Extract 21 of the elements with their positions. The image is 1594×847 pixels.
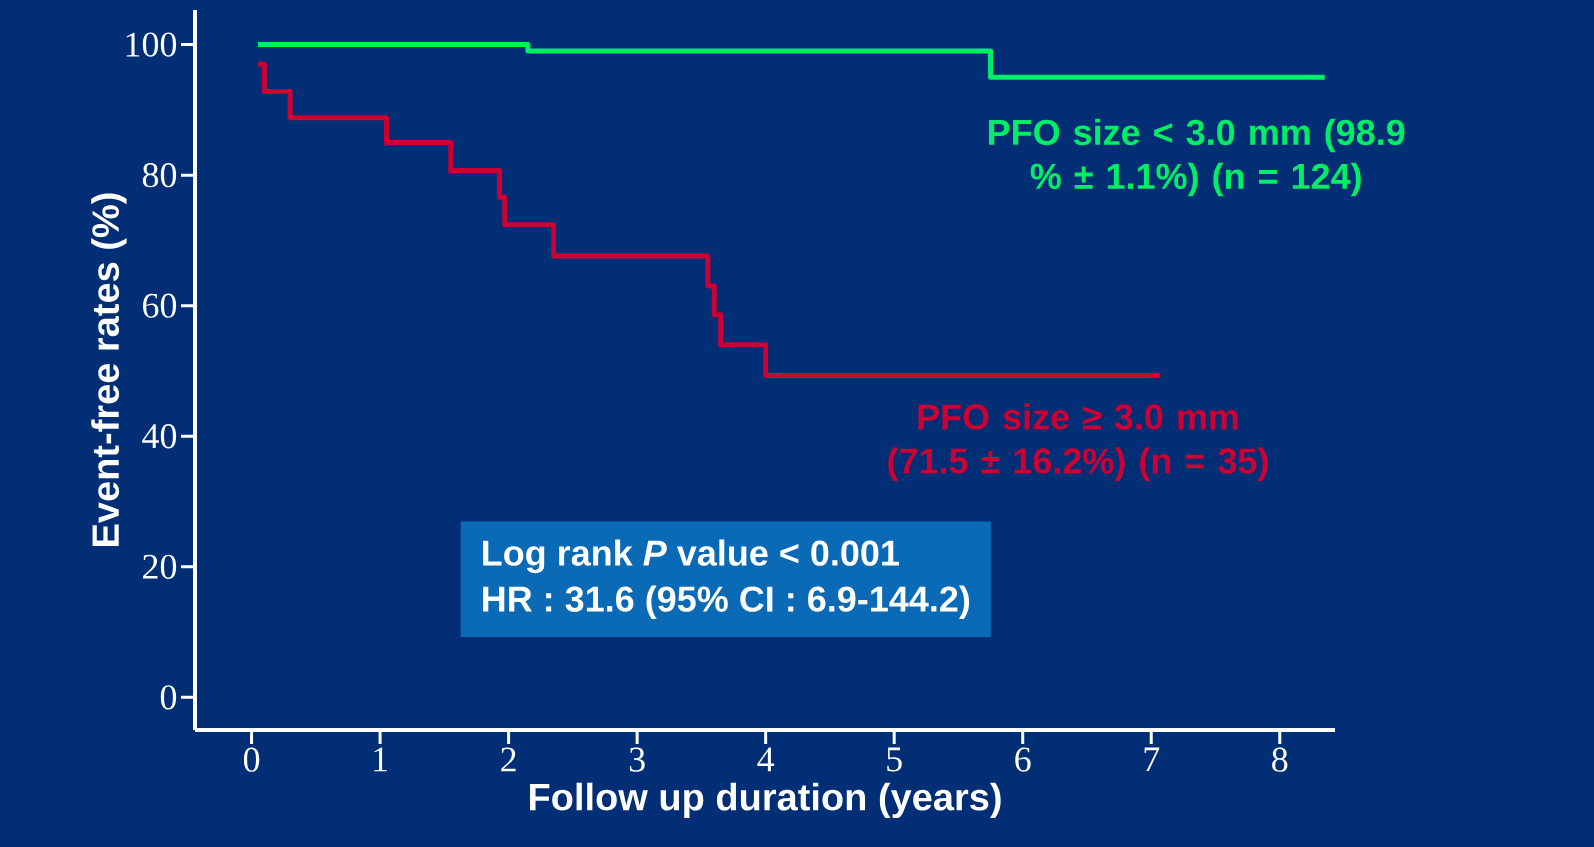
y-tick-label: 0	[160, 685, 177, 710]
annotation: HR : 31.6 (95% CI : 6.9-144.2)	[483, 585, 970, 619]
series-label: PFO size ≥ 3.0 mm (71.5 ± 16.2%) (n = 35)	[888, 403, 1268, 481]
x-tick-label: 2	[501, 747, 516, 772]
x-tick-label: 6	[1015, 747, 1031, 772]
y-axis-title: Event-free rates (%)	[91, 193, 127, 546]
x-axis-title: Follow up duration (years)	[530, 782, 1001, 819]
x-tick-label: 1	[374, 747, 387, 772]
x-tick-label: 8	[1272, 747, 1288, 772]
x-tick-label: 4	[757, 747, 775, 772]
x-tick-label: 0	[243, 747, 260, 772]
series-label: PFO size < 3.0 mm (98.9 % ± 1.1%) (n = 124)	[989, 118, 1405, 197]
x-tick-label: 5	[887, 747, 902, 772]
y-tick-label: 60	[143, 293, 177, 318]
y-tick-label: 100	[126, 32, 177, 57]
x-tick-label: 3	[629, 747, 645, 772]
y-tick-label: 80	[142, 163, 177, 188]
y-tick-label: 40	[142, 424, 177, 449]
annotation: Log rank P value < 0.001	[483, 539, 899, 574]
y-tick-label: 20	[143, 554, 177, 579]
x-tick-label: 7	[1144, 747, 1160, 772]
